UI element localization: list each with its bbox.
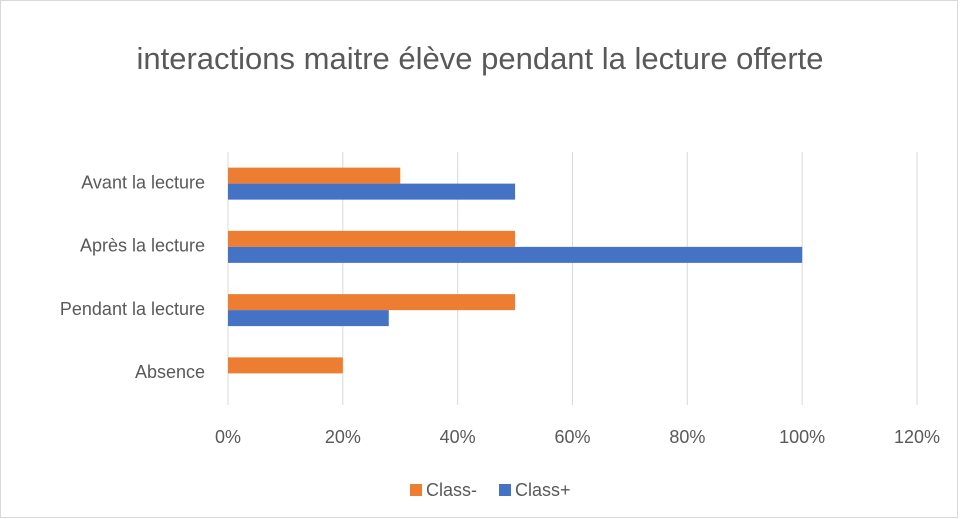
legend-label: Class- [426, 480, 477, 500]
bar [228, 357, 343, 374]
x-tick-label: 20% [325, 427, 361, 447]
bar [228, 246, 803, 263]
bar [228, 183, 516, 200]
y-tick-label: Avant la lecture [81, 172, 205, 192]
x-tick-label: 0% [215, 427, 241, 447]
chart-title: interactions maitre élève pendant la lec… [136, 41, 824, 76]
legend-swatch [499, 484, 512, 496]
bar [228, 230, 516, 247]
x-tick-label: 100% [779, 427, 825, 447]
x-tick-label: 80% [669, 427, 705, 447]
y-tick-label: Après la lecture [80, 236, 205, 256]
y-tick-label: Absence [135, 362, 205, 382]
x-tick-label: 120% [894, 427, 940, 447]
legend-label: Class+ [515, 480, 571, 500]
y-tick-label: Pendant la lecture [60, 299, 205, 319]
bar [228, 310, 389, 327]
bar [228, 294, 516, 311]
legend-swatch [410, 484, 422, 496]
x-tick-label: 60% [554, 427, 590, 447]
x-tick-label: 40% [440, 427, 476, 447]
bar [228, 167, 401, 184]
